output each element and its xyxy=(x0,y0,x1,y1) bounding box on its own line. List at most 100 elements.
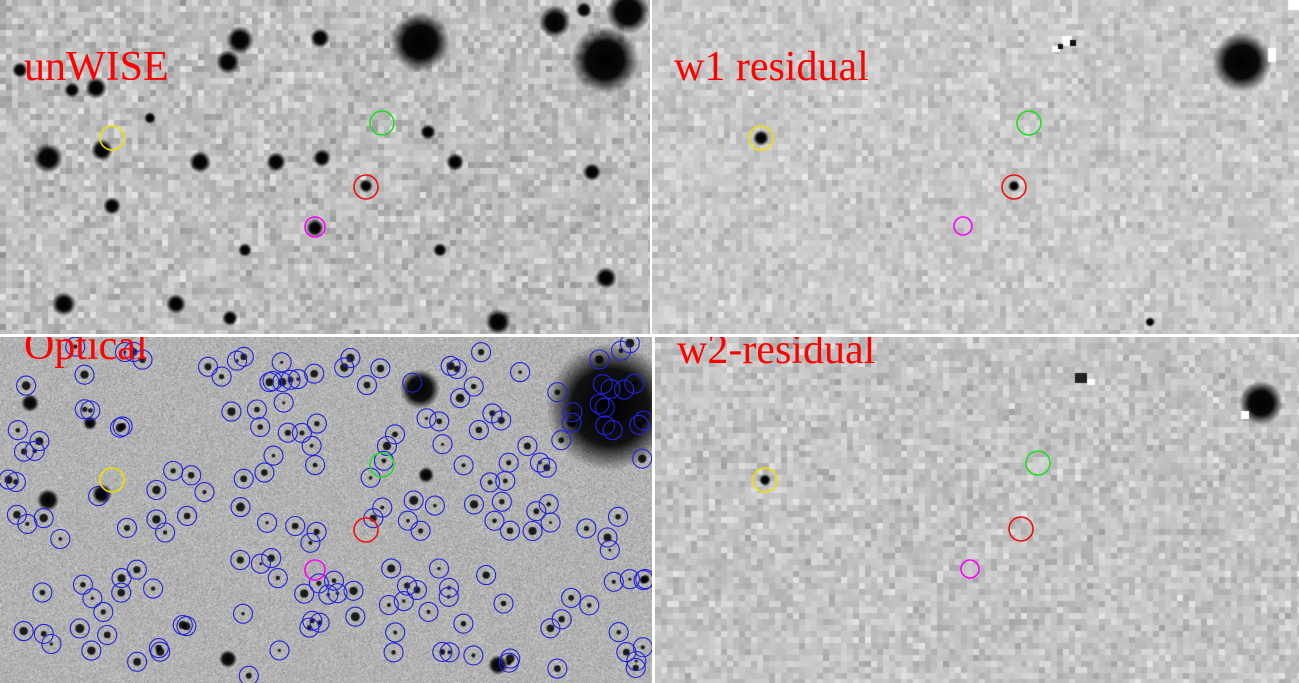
source-marker xyxy=(607,506,629,527)
source-marker xyxy=(482,403,503,424)
source-marker xyxy=(0,469,19,490)
source-marker xyxy=(603,571,624,592)
source-marker xyxy=(625,657,646,678)
source-marker xyxy=(150,641,171,662)
source-marker xyxy=(226,350,248,371)
source-marker xyxy=(498,452,519,473)
source-marker xyxy=(232,603,254,624)
source-marker xyxy=(471,342,492,363)
source-marker xyxy=(29,431,50,452)
source-marker xyxy=(285,515,306,537)
source-marker xyxy=(233,468,254,489)
source-marker xyxy=(633,410,652,431)
yellow-marker xyxy=(748,125,774,151)
source-marker xyxy=(629,414,650,435)
source-marker xyxy=(114,341,136,363)
vertical-divider-bottom xyxy=(652,337,655,683)
source-marker xyxy=(432,641,453,662)
source-marker xyxy=(599,539,620,561)
source-marker xyxy=(176,616,197,637)
source-marker xyxy=(345,606,366,627)
source-marker xyxy=(614,379,635,400)
green-marker xyxy=(369,452,395,478)
source-marker xyxy=(632,448,652,469)
source-marker xyxy=(498,652,519,673)
source-marker xyxy=(619,569,640,590)
source-marker xyxy=(262,370,283,392)
source-marker xyxy=(280,369,301,390)
source-marker xyxy=(635,569,652,590)
source-marker xyxy=(97,624,118,646)
red-marker xyxy=(1008,516,1034,542)
source-marker xyxy=(172,614,193,636)
source-marker xyxy=(233,346,254,367)
source-marker xyxy=(561,587,582,608)
yellow-marker xyxy=(752,467,778,493)
source-marker xyxy=(306,413,327,434)
red-marker xyxy=(353,174,379,200)
source-marker xyxy=(300,532,321,553)
source-marker xyxy=(551,430,572,451)
source-marker xyxy=(576,518,597,539)
source-marker xyxy=(517,435,538,457)
source-marker xyxy=(194,482,215,503)
source-marker xyxy=(33,623,54,644)
source-marker xyxy=(633,570,652,591)
source-marker xyxy=(291,422,312,443)
source-marker xyxy=(269,640,290,661)
source-marker xyxy=(402,372,423,393)
source-marker xyxy=(82,588,103,609)
source-marker xyxy=(116,517,138,538)
source-marker xyxy=(263,445,284,466)
source-marker xyxy=(600,378,621,399)
source-marker xyxy=(385,622,406,643)
source-marker xyxy=(230,549,251,571)
source-marker xyxy=(267,568,288,589)
yellow-marker xyxy=(99,467,125,493)
source-marker xyxy=(334,357,355,378)
source-marker xyxy=(246,399,267,420)
source-marker xyxy=(453,613,474,634)
source-marker xyxy=(416,408,437,429)
source-marker xyxy=(476,565,497,586)
red-marker xyxy=(353,517,379,543)
source-marker xyxy=(127,651,148,672)
source-marker xyxy=(397,510,418,531)
source-marker xyxy=(250,553,271,574)
source-marker xyxy=(211,366,232,387)
source-marker xyxy=(594,397,615,418)
green-marker xyxy=(369,110,395,136)
source-marker xyxy=(299,617,320,638)
magenta-marker xyxy=(304,559,326,581)
w1-residual-panel: w1 residual xyxy=(652,0,1299,334)
source-marker xyxy=(146,509,167,530)
source-marker xyxy=(597,527,618,548)
source-marker xyxy=(381,558,402,579)
source-marker xyxy=(143,578,164,599)
source-marker xyxy=(250,416,271,438)
source-marker xyxy=(529,452,550,473)
source-marker xyxy=(74,364,95,385)
source-marker xyxy=(294,583,315,604)
source-marker xyxy=(254,462,275,483)
w1-markers xyxy=(748,110,1042,236)
source-marker xyxy=(499,520,521,541)
source-marker xyxy=(221,401,242,422)
source-marker xyxy=(397,575,418,596)
source-marker xyxy=(257,512,278,533)
source-marker xyxy=(418,601,439,622)
magenta-marker xyxy=(304,216,326,238)
source-marker xyxy=(500,648,521,669)
source-marker xyxy=(181,465,202,486)
source-marker xyxy=(343,580,364,601)
source-marker xyxy=(305,455,326,476)
source-marker xyxy=(383,642,404,663)
optical-markers xyxy=(0,337,652,683)
source-marker xyxy=(510,362,531,383)
magenta-marker xyxy=(960,559,980,579)
source-marker xyxy=(493,593,514,614)
green-marker xyxy=(1025,450,1051,476)
w2-residual-panel: w2-residual xyxy=(655,337,1299,683)
vertical-divider-top xyxy=(650,0,652,334)
source-marker xyxy=(468,420,489,441)
